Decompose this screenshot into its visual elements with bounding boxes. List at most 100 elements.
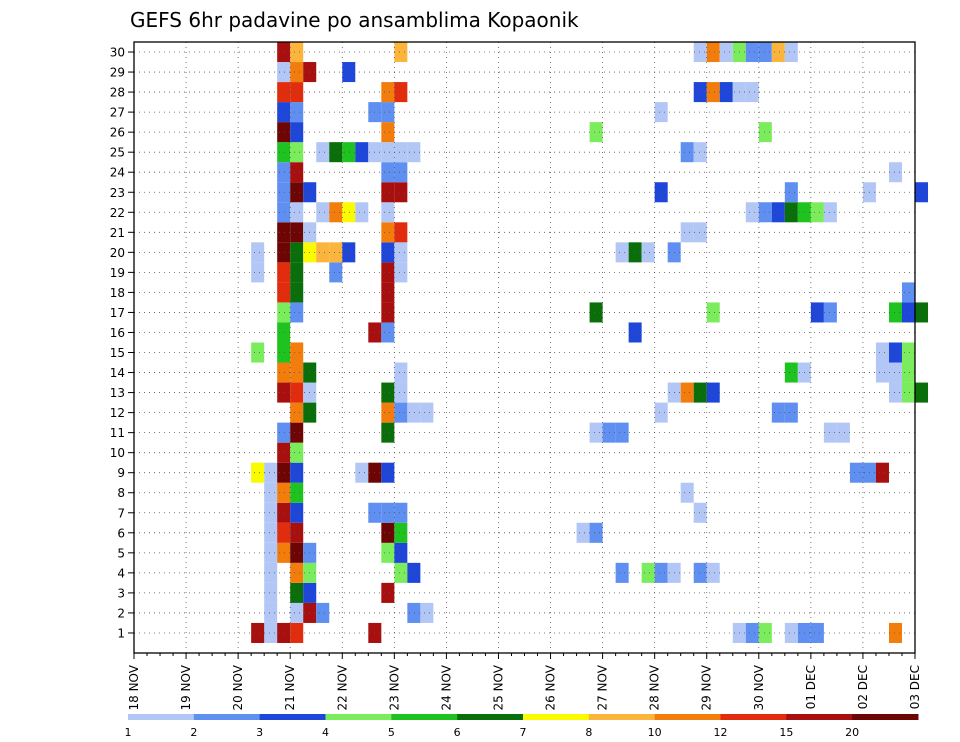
heatmap-cell [758,42,772,63]
heatmap-cell [615,562,629,583]
heatmap-cell [290,82,304,103]
y-tick-label: 18 [110,286,125,300]
heatmap-cell [290,482,304,503]
heatmap-cell [915,302,929,323]
heatmap-cell [810,302,824,323]
y-tick-label: 10 [110,446,125,460]
heatmap-cell [264,502,278,523]
heatmap-cell [277,282,291,303]
heatmap-cell [407,142,421,163]
y-tick-label: 16 [110,326,125,340]
heatmap-cell [589,122,603,143]
chart-title: GEFS 6hr padavine po ansamblima Kopaonik [130,8,579,32]
heatmap-cell [420,402,434,423]
colorbar-label: 12 [714,726,728,739]
colorbar-swatch [720,714,787,720]
heatmap-cell [693,502,707,523]
heatmap-cell [771,202,785,223]
heatmap-cell [277,522,291,543]
colorbar-swatch [193,714,261,720]
heatmap-cell [875,342,889,363]
heatmap-cell [654,562,668,583]
colorbar-label: 10 [648,726,662,739]
heatmap-cell [771,402,785,423]
heatmap-cell [381,242,395,263]
heatmap-cell [251,342,265,363]
heatmap-cell [290,122,304,143]
heatmap-cell [355,142,369,163]
heatmap-cell [316,202,330,223]
heatmap-cell [901,282,915,303]
heatmap-cell [394,362,408,383]
heatmap-cell [719,42,733,63]
heatmap-cell [745,42,759,63]
y-tick-label: 25 [110,146,125,160]
heatmap-cell [693,82,707,103]
heatmap-cell [355,202,369,223]
heatmap-cell [381,382,395,403]
heatmap-cell [381,402,395,423]
colorbar-swatch [852,714,919,720]
heatmap-cell [771,42,785,63]
y-tick-label: 3 [117,586,125,600]
y-tick-label: 1 [117,626,125,640]
colorbar-label: 3 [256,726,263,739]
y-tick-label: 23 [110,186,125,200]
heatmap-cell [277,482,291,503]
heatmap-cell [277,542,291,563]
heatmap-cell [719,82,733,103]
heatmap-cell [290,422,304,443]
colorbar-label: 8 [585,726,592,739]
heatmap-cell [381,582,395,603]
heatmap-cell [277,502,291,523]
y-tick-label: 4 [117,566,125,580]
colorbar-swatch [457,714,524,720]
x-tick-label: 02 DEC [856,665,870,709]
heatmap-cell [316,602,330,623]
heatmap-cell [394,502,408,523]
heatmap-cell [277,162,291,183]
x-tick-label: 03 DEC [908,665,922,709]
colorbar-swatch [128,714,195,720]
heatmap-cell [381,462,395,483]
heatmap-cell [784,362,798,383]
heatmap-cell [290,242,304,263]
heatmap-cell [277,42,291,63]
heatmap-cell [290,402,304,423]
colorbar-label: 2 [190,726,197,739]
x-tick-label: 18 NOV [127,664,141,710]
colorbar-label: 7 [520,726,527,739]
heatmap-cell [693,562,707,583]
heatmap-cell [758,202,772,223]
heatmap-cell [654,102,668,123]
y-tick-label: 29 [110,66,125,80]
heatmap-cell [875,462,889,483]
y-tick-label: 5 [117,546,125,560]
heatmap-cell [810,202,824,223]
heatmap-cell [654,182,668,203]
y-tick-label: 28 [110,86,125,100]
y-tick-label: 27 [110,106,125,120]
heatmap-cell [381,522,395,543]
heatmap-cell [290,582,304,603]
heatmap-cell [407,562,421,583]
grid-lines [134,42,915,653]
heatmap-cell [277,82,291,103]
heatmap-cell [290,342,304,363]
heatmap-cell [745,202,759,223]
heatmap-cell [355,462,369,483]
heatmap-cell [628,242,642,263]
heatmap-cell [277,202,291,223]
heatmap-cell [251,262,265,283]
heatmap-cell [758,622,772,643]
heatmap-cell [290,442,304,463]
heatmap-cell [290,202,304,223]
heatmap-cell [290,142,304,163]
heatmap-cell [290,42,304,63]
heatmap-cell [901,302,915,323]
heatmap-cell [329,262,343,283]
heatmap-cell [394,42,408,63]
heatmap-cell [901,362,915,383]
heatmap-cell [290,522,304,543]
